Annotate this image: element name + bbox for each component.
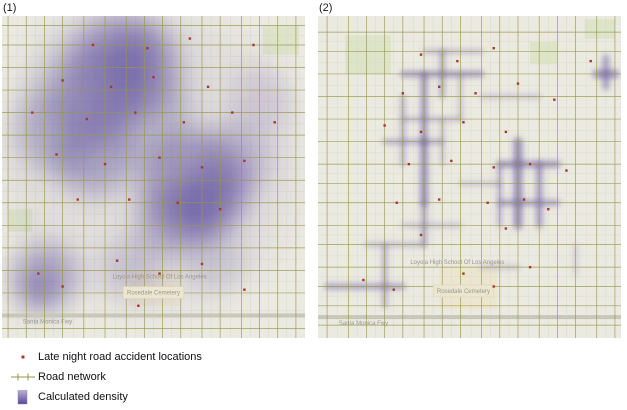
legend-label-roads: Road network [38,371,106,383]
road-network-marker [8,371,38,383]
svg-text:Santa Monica Fwy: Santa Monica Fwy [339,321,388,327]
svg-text:Loyola High School Of Los Ange: Loyola High School Of Los Angeles [410,260,504,266]
kernel-density-map: Loyola High School Of Los Angeles Rosedal… [2,16,305,338]
legend-label-density: Calculated density [38,391,128,403]
svg-text:Rosedale Cemetery: Rosedale Cemetery [127,291,180,297]
svg-text:Loyola High School Of Los Ange: Loyola High School Of Los Angeles [113,274,207,280]
legend: Late night road accident locations Road … [8,347,627,407]
map-panel-2: (2) Loyola High School Of Los Angeles Ros… [318,2,621,338]
legend-item-density: Calculated density [8,387,627,407]
map-panels: (1) Loyola High School Of Los Angeles Ros… [2,2,627,338]
legend-item-roads: Road network [8,367,627,387]
legend-item-accidents: Late night road accident locations [8,347,627,367]
density-swatch [8,389,38,405]
map-panel-1: (1) Loyola High School Of Los Angeles Ros… [2,2,305,338]
legend-label-accidents: Late night road accident locations [38,351,202,363]
accident-marker [8,351,38,363]
road-line-icon [11,373,35,381]
panel-1-label: (1) [3,2,17,14]
svg-text:Santa Monica Fwy: Santa Monica Fwy [23,320,72,326]
panel-2-label: (2) [319,2,333,14]
svg-text:Rosedale Cemetery: Rosedale Cemetery [437,289,490,295]
accident-dot-icon [21,355,25,359]
network-density-map: Loyola High School Of Los Angeles Rosedal… [318,16,621,338]
density-gradient-icon [17,389,28,404]
